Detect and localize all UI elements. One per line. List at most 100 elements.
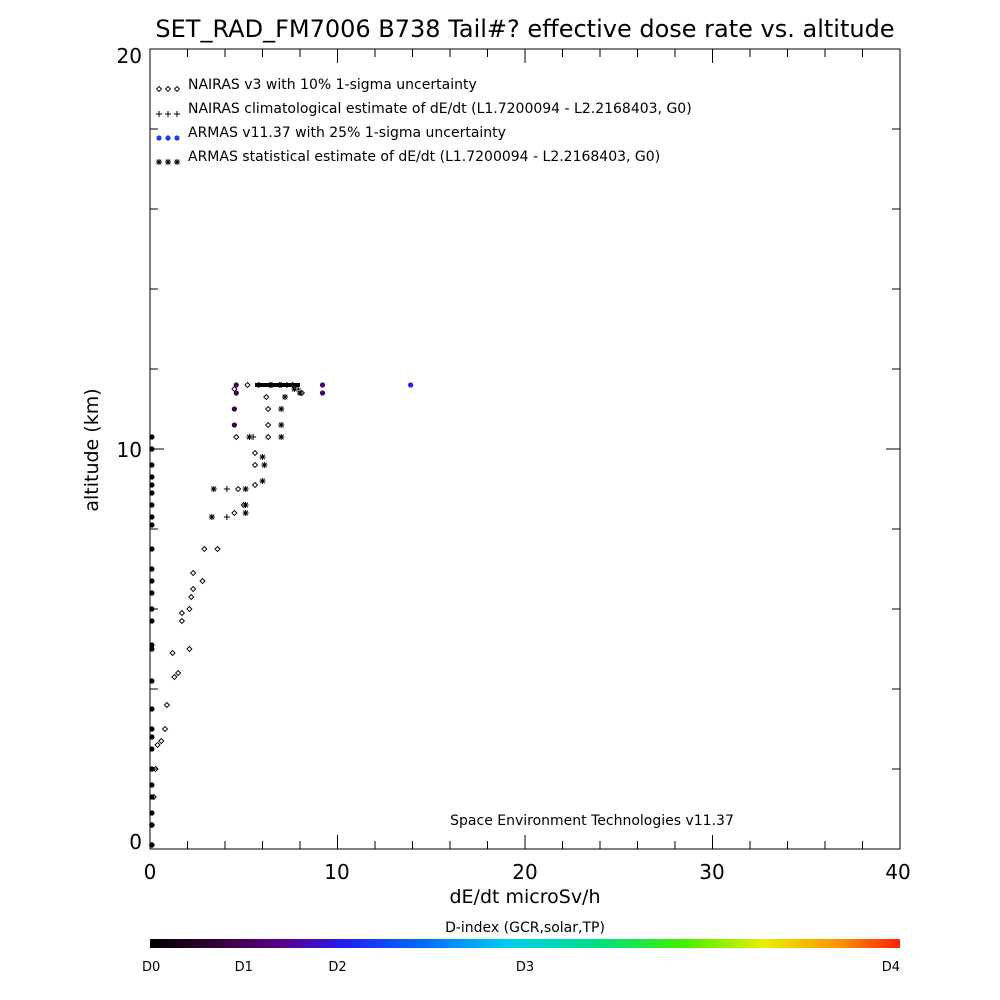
data-point-dot — [149, 434, 155, 440]
data-point-asterisk — [242, 502, 249, 508]
data-point-diamond — [163, 701, 171, 709]
colorbar-tick-label: D3 — [516, 960, 534, 975]
colorbar-tick-label: D0 — [142, 960, 160, 975]
data-point-dot — [319, 390, 326, 396]
data-point-dot — [408, 382, 414, 388]
x-axis-label: dE/dt microSv/h — [449, 886, 600, 908]
data-point-dot — [149, 766, 155, 772]
data-point-diamond — [171, 673, 178, 681]
colorbar-tick-label: D4 — [882, 960, 900, 975]
data-point-dot — [149, 746, 155, 752]
data-point-dot — [149, 810, 155, 816]
data-point-diamond — [201, 545, 208, 553]
data-point-diamond — [264, 421, 272, 429]
data-point-diamond — [189, 585, 197, 593]
data-point-diamond — [174, 669, 182, 677]
legend-entry-armas: ARMAS v11.37 with 25% 1-sigma uncertaint… — [188, 125, 506, 141]
data-point-plus — [223, 514, 230, 520]
data-point-dot — [149, 734, 155, 740]
legend-marker-symbol — [174, 111, 180, 117]
data-point-diamond — [154, 741, 161, 749]
data-point-dot — [149, 706, 155, 712]
data-point-plus — [268, 382, 275, 388]
x-tick-label-40: 40 — [885, 860, 910, 884]
legend-entry-nairas-v3: NAIRAS v3 with 10% 1-sigma uncertainty — [188, 77, 477, 93]
data-point-asterisk — [242, 510, 249, 516]
data-point-diamond — [244, 381, 251, 389]
data-point-diamond — [264, 433, 272, 441]
legend-marker-plus — [156, 111, 180, 117]
data-point-asterisk — [259, 478, 266, 484]
data-point-diamond — [251, 449, 259, 457]
data-point-dot — [149, 646, 155, 652]
data-point-diamond — [189, 569, 197, 577]
data-point-dot — [149, 446, 155, 452]
data-point-dot — [149, 482, 155, 488]
legend-marker-symbol — [156, 159, 162, 165]
data-point-diamond — [186, 605, 193, 613]
data-point-diamond — [169, 649, 176, 657]
data-point-asterisk — [208, 514, 215, 520]
plot-frame — [149, 48, 901, 850]
y-axis-ticks — [150, 48, 900, 850]
data-point-dot — [149, 642, 155, 648]
data-point-asterisk — [278, 422, 285, 428]
credit-text: Space Environment Technologies v11.37 — [450, 813, 734, 829]
data-point-dot — [233, 390, 239, 396]
data-point-diamond — [158, 737, 165, 745]
data-point-diamond — [178, 617, 186, 625]
data-point-diamond — [231, 509, 238, 517]
data-point-dot — [149, 822, 155, 828]
x-axis-ticks — [149, 49, 901, 849]
data-point-diamond — [251, 481, 259, 489]
data-point-dot — [149, 502, 155, 508]
data-point-diamond — [199, 577, 206, 585]
legend-marker-symbol — [165, 135, 171, 141]
data-point-asterisk — [246, 434, 253, 440]
x-tick-label-10: 10 — [324, 860, 349, 884]
data-point-dot — [149, 546, 155, 552]
legend-marker-symbol — [155, 85, 163, 93]
colorbar-tick-label: D2 — [328, 960, 346, 975]
data-point-dot — [149, 514, 155, 520]
data-point-dot — [149, 606, 155, 612]
x-tick-label-20: 20 — [512, 860, 537, 884]
data-point-asterisk — [291, 386, 298, 392]
data-point-dot — [149, 474, 155, 480]
legend-marker-symbol — [156, 135, 162, 141]
data-point-asterisk — [278, 434, 285, 440]
data-point-dot — [149, 842, 155, 848]
colorbar-tick-label: D1 — [235, 960, 253, 975]
data-point-dot — [149, 566, 155, 572]
data-point-dot — [149, 590, 155, 596]
y-axis-label: altitude (km) — [81, 388, 103, 511]
legend-marker-symbol — [156, 111, 162, 117]
legend-entry-nairas-climatological: NAIRAS climatological estimate of dE/dt … — [188, 101, 692, 117]
data-point-diamond — [214, 545, 221, 553]
data-point-asterisk — [278, 406, 285, 412]
data-point-diamond — [233, 433, 240, 441]
data-point-dot — [149, 782, 155, 788]
data-point-dot — [149, 490, 155, 496]
data-point-asterisk — [261, 462, 268, 468]
legend-marker-symbol — [174, 159, 180, 165]
data-point-asterisk — [297, 390, 303, 396]
data-point-diamond — [188, 593, 195, 601]
data-point-dot — [149, 794, 155, 800]
data-point-plus — [283, 382, 290, 388]
chart-title: SET_RAD_FM7006 B738 Tail#? effective dos… — [155, 15, 894, 43]
legend-marker-symbol — [165, 159, 171, 165]
data-point-dot — [149, 618, 155, 624]
legend-marker-symbol — [174, 135, 180, 141]
data-point-dot — [319, 382, 326, 388]
y-tick-label-10: 10 — [117, 438, 142, 462]
colorbar-ticks: D0 D1 D2 D3 D4 — [142, 960, 900, 975]
data-point-diamond — [255, 381, 262, 389]
data-point-diamond — [263, 393, 270, 401]
data-point-asterisk — [259, 454, 266, 460]
legend-marker-asterisk — [156, 159, 180, 165]
data-point-diamond — [186, 645, 193, 653]
data-point-diamond — [178, 609, 186, 617]
data-points — [148, 381, 414, 849]
legend-entry-armas-statistical: ARMAS statistical estimate of dE/dt (L1.… — [188, 149, 660, 165]
